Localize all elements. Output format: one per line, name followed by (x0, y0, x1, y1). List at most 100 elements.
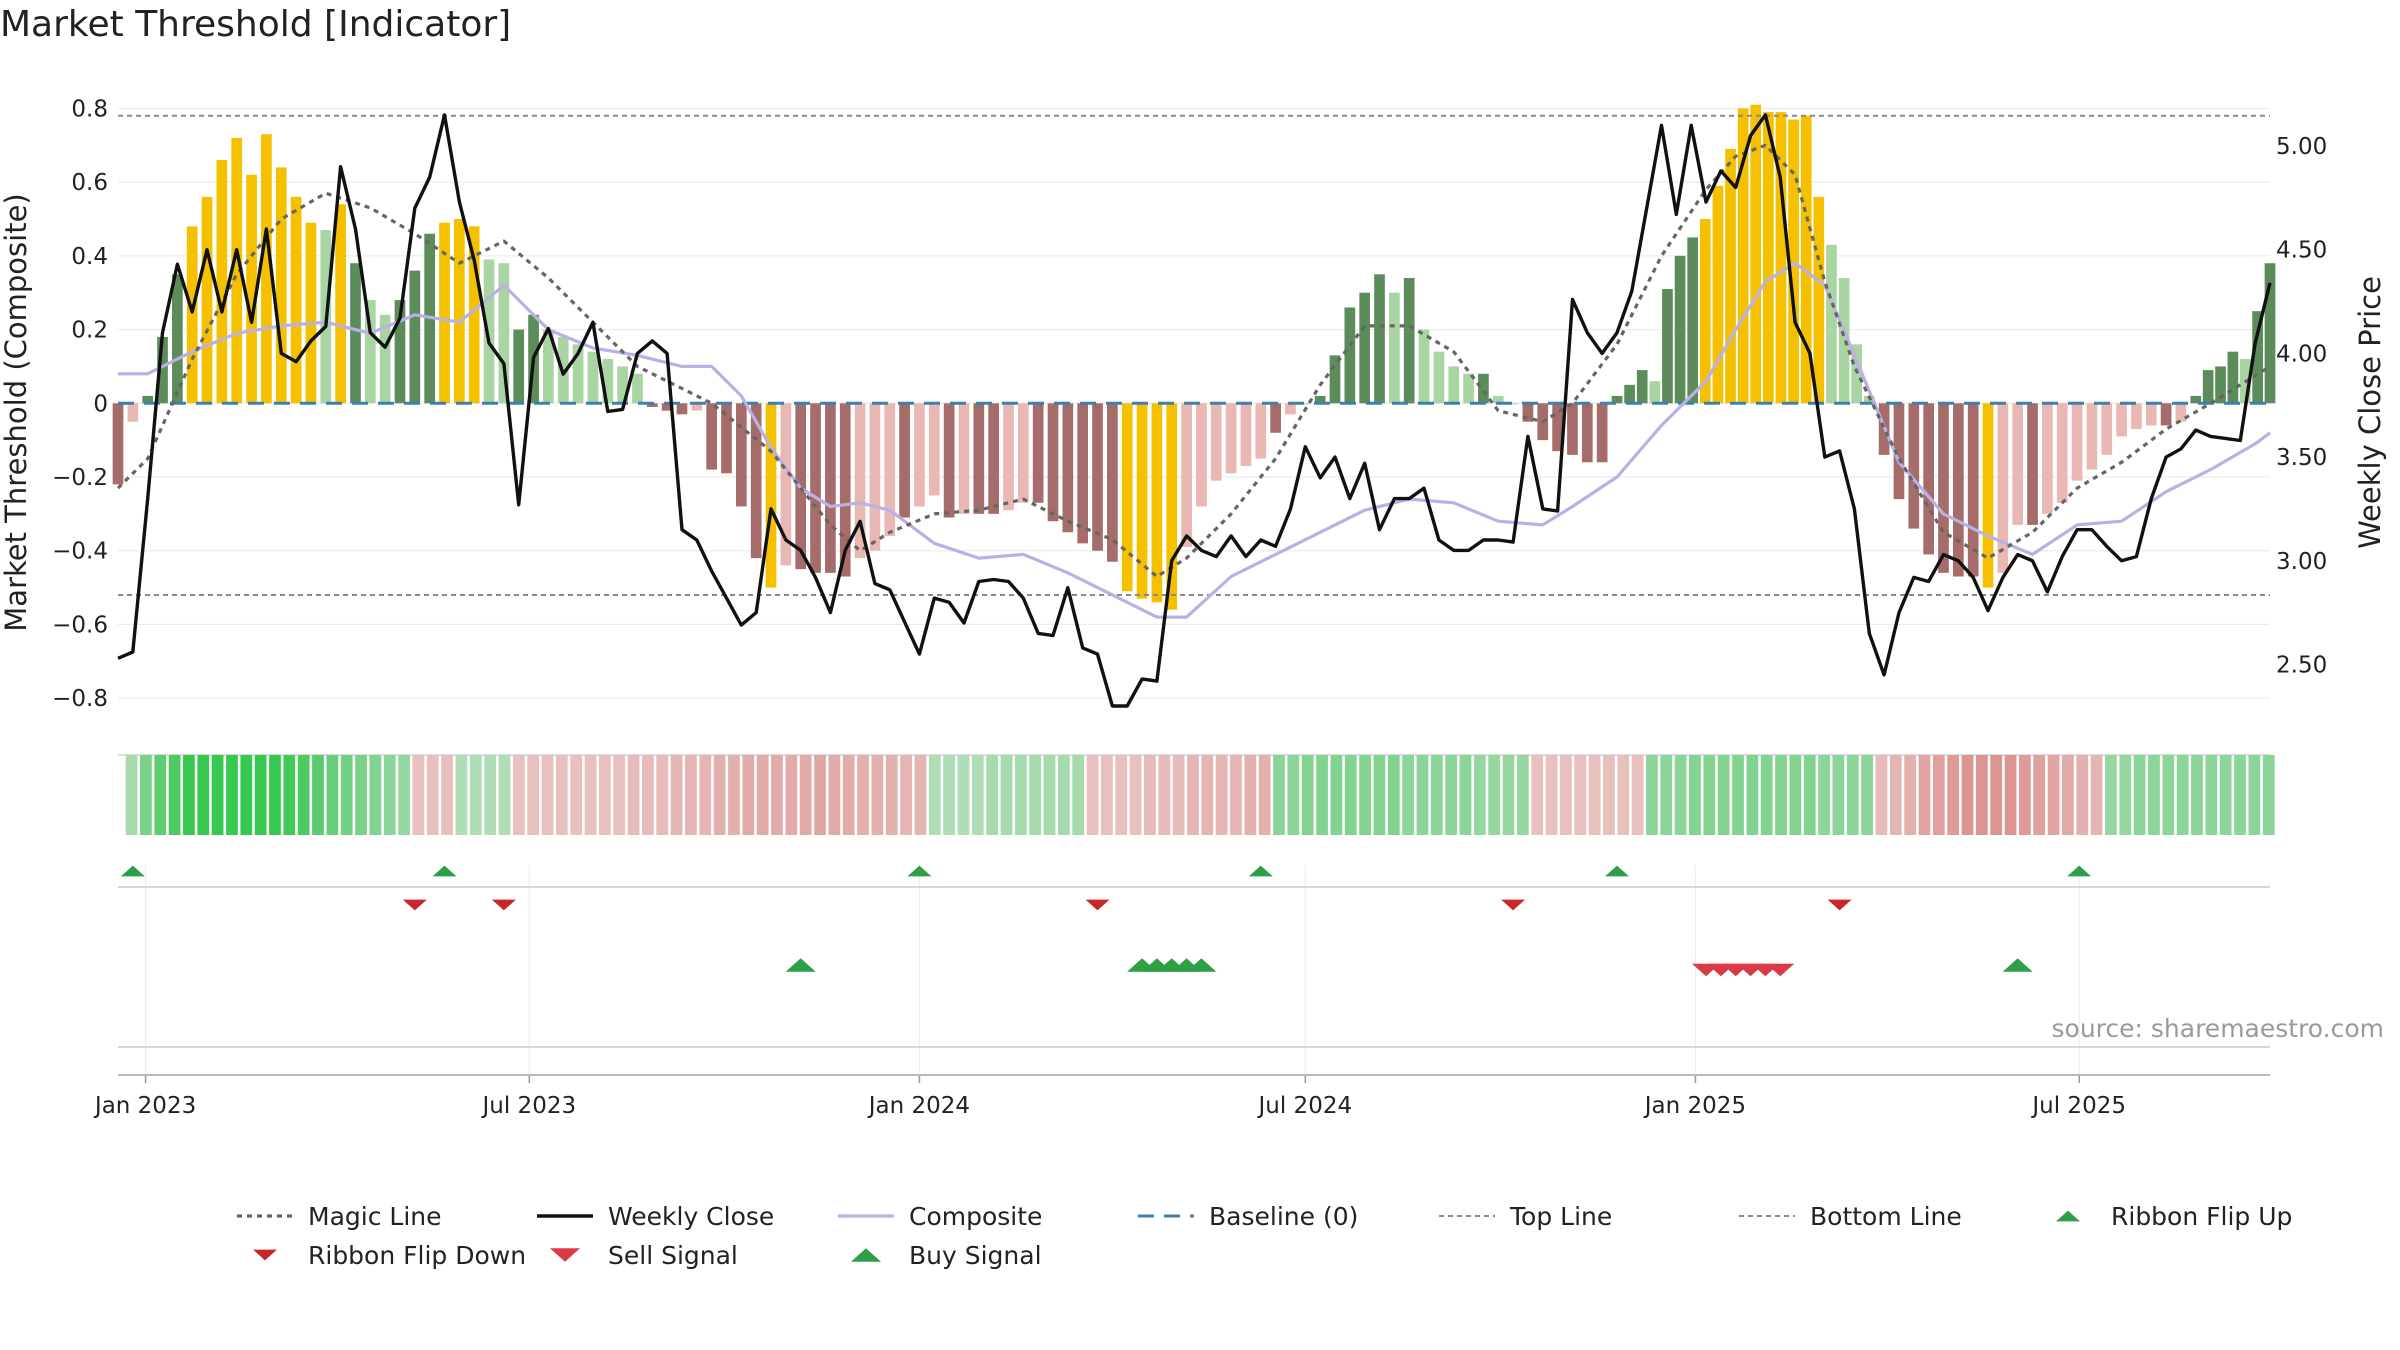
composite-bar (1032, 403, 1044, 503)
composite-bar (1567, 403, 1578, 455)
composite-bar (1181, 403, 1192, 548)
composite-bar (632, 373, 643, 404)
composite-bar (1838, 277, 1850, 404)
composite-bar (483, 259, 495, 404)
ribbon-cell (1086, 755, 1099, 835)
legend-label: Ribbon Flip Up (2111, 1202, 2292, 1231)
composite-bar (1255, 403, 1267, 459)
composite-bar (216, 160, 228, 404)
buy-signal-marker (785, 958, 816, 972)
legend-swatch (253, 1249, 277, 1261)
ribbon-cell (2176, 755, 2189, 835)
ribbon-cell (1244, 755, 1257, 835)
ribbon-cell (1258, 755, 1271, 835)
legend-label: Buy Signal (909, 1241, 1042, 1270)
ribbon-cell (1832, 755, 1845, 835)
ribbon-cell (1703, 755, 1716, 835)
ribbon-cell (1101, 755, 1113, 835)
legend-swatch (550, 1248, 580, 1262)
ribbon-cell (871, 755, 884, 835)
ribbon-flip-down-marker (491, 899, 516, 911)
ribbon-cell (1301, 755, 1314, 835)
source-note: source: sharemaestro.com (2051, 1014, 2385, 1043)
composite-bar (691, 403, 703, 411)
ribbon-cell (340, 755, 353, 835)
ribbon-cell (383, 755, 396, 835)
composite-bar (1800, 115, 1812, 404)
composite-bar (379, 314, 391, 404)
legend-label: Bottom Line (1810, 1202, 1962, 1231)
y2-tick-label: 5.00 (2276, 134, 2327, 160)
ribbon-cell (1273, 755, 1285, 835)
composite-bar (1478, 373, 1489, 404)
composite-bar (1092, 403, 1103, 551)
ribbon-cell (211, 755, 224, 835)
legend-label: Composite (909, 1202, 1042, 1231)
composite-bar (275, 167, 287, 404)
composite-bar (1522, 403, 1534, 422)
composite-bar (988, 403, 999, 514)
composite-bar (1299, 403, 1311, 405)
composite-bar (869, 403, 881, 551)
ribbon-cell (1861, 755, 1873, 835)
ribbon-cell (197, 755, 210, 835)
y2-axis-title: Weekly Close Price (2353, 276, 2387, 549)
y-tick-label: −0.2 (52, 465, 108, 491)
composite-bar (1982, 403, 1994, 588)
y-tick-label: 0.8 (71, 96, 108, 122)
ribbon-cell (1430, 755, 1443, 835)
ribbon-cell (1029, 755, 1042, 835)
ribbon-cell (785, 755, 798, 835)
y-tick-label: 0.4 (71, 244, 108, 270)
ribbon-cell (1359, 755, 1371, 835)
ribbon-flip-down-marker (1085, 899, 1110, 911)
ribbon-cell (1172, 755, 1185, 835)
ribbon-flip-up-marker (432, 865, 457, 877)
y-tick-label: −0.8 (52, 686, 108, 712)
ribbon-cell (1717, 755, 1730, 835)
composite-bar (1344, 307, 1356, 404)
composite-bar (1662, 289, 1673, 404)
buy-signal-marker (1186, 958, 1217, 972)
magic-line (116, 143, 2271, 579)
ribbon-cell (1416, 755, 1429, 835)
ribbon-cell (441, 755, 453, 835)
composite-bar (394, 300, 406, 404)
ribbon-cell (2018, 755, 2031, 835)
ribbon-cell (943, 755, 956, 835)
ribbon-cell (527, 755, 540, 835)
ribbon-cell (455, 755, 468, 835)
ribbon-cell (369, 755, 382, 835)
y2-tick-label: 4.50 (2276, 238, 2327, 264)
ribbon-cell (1230, 755, 1242, 835)
composite-bar (810, 403, 821, 573)
ribbon-cell (498, 755, 511, 835)
ribbon-cell (842, 755, 855, 835)
composite-bar (1893, 403, 1905, 500)
composite-bar (765, 403, 777, 588)
legend-label: Sell Signal (608, 1241, 738, 1270)
composite-bar (602, 359, 614, 404)
ribbon-flip-up-marker (907, 865, 932, 877)
composite-bar (1699, 219, 1711, 404)
composite-bar (157, 336, 168, 404)
ribbon-cell (168, 755, 181, 835)
composite-bar (1062, 403, 1074, 533)
composite-bar (454, 219, 465, 404)
ribbon-cell (1617, 755, 1630, 835)
chart-lines (116, 113, 2272, 708)
ribbon-cell (885, 755, 898, 835)
ribbon-cell (1000, 755, 1013, 835)
y2-tick-label: 4.00 (2276, 341, 2327, 367)
composite-bar (839, 403, 851, 577)
x-tick-label: Jul 2025 (2030, 1093, 2126, 1119)
ribbon-cell (857, 755, 869, 835)
composite-bar (1581, 403, 1593, 463)
x-tick-label: Jan 2024 (867, 1093, 970, 1119)
ribbon-cell (900, 755, 912, 835)
axes: 0.8 0.6 0.4 0.2 0 −0.2 −0.4 −0.6 −0.8 5.00 4.50 4.0… (0, 96, 2387, 1119)
legend-item: Sell Signal (550, 1241, 738, 1270)
ribbon-cell (469, 755, 482, 835)
composite-bar (513, 329, 525, 404)
ribbon-cell (2033, 755, 2046, 835)
